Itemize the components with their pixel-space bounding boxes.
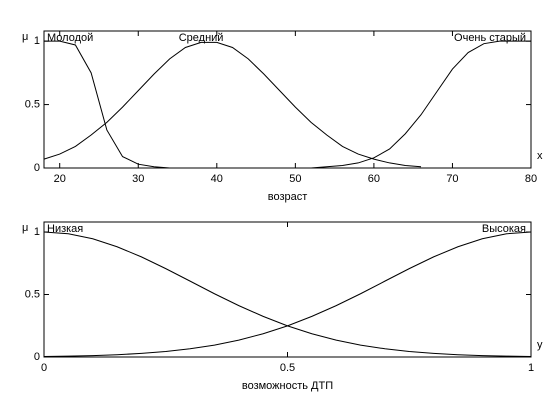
y-tick-label: 0.5: [25, 98, 40, 110]
y-tick-label: 0.5: [25, 288, 40, 300]
x-axis-label: возможность ДТП: [242, 380, 333, 392]
series-line: [43, 231, 532, 357]
y-tick-label: 0: [34, 351, 40, 363]
x-tick-label: 30: [132, 173, 144, 185]
series-label: Очень старый: [454, 32, 526, 44]
x-tick-label: 20: [54, 173, 66, 185]
series-label: Высокая: [482, 223, 526, 235]
series-label: Молодой: [47, 32, 93, 44]
x-tick-label: 0: [41, 362, 47, 374]
series-line: [44, 40, 170, 169]
series-line: [43, 231, 532, 357]
y-tick-label: 1: [34, 226, 40, 238]
series-line: [311, 40, 531, 169]
series-line: [43, 41, 422, 168]
plot-frame: [43, 30, 532, 169]
plot-frame: [43, 221, 532, 358]
x-tick-label: 60: [368, 173, 380, 185]
x-tick-label: 0.5: [280, 362, 295, 374]
x-axis-symbol: x: [537, 150, 543, 162]
x-tick-label: 40: [211, 173, 223, 185]
x-tick-label: 50: [289, 173, 301, 185]
y-axis-symbol: μ: [22, 31, 28, 43]
x-tick-label: 70: [446, 173, 458, 185]
x-axis-symbol: y: [537, 339, 543, 351]
x-axis-label: возраст: [268, 191, 308, 203]
series-label: Средний: [179, 32, 224, 44]
y-tick-label: 0: [34, 162, 40, 174]
x-tick-label: 80: [525, 173, 537, 185]
y-tick-label: 1: [34, 35, 40, 47]
y-axis-symbol: μ: [22, 222, 28, 234]
x-tick-label: 1: [528, 362, 534, 374]
series-label: Низкая: [47, 223, 83, 235]
